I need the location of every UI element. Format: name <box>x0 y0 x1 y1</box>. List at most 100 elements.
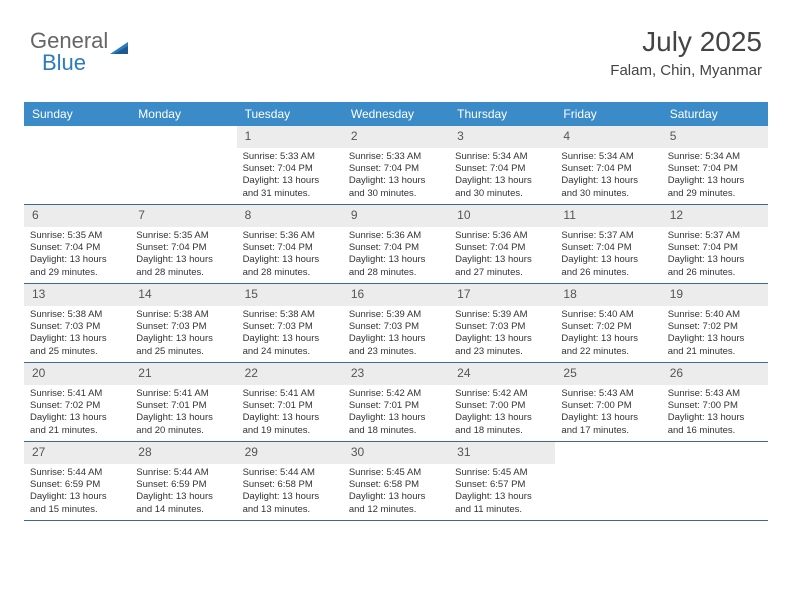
calendar-week: 27Sunrise: 5:44 AMSunset: 6:59 PMDayligh… <box>24 442 768 521</box>
calendar-day: 29Sunrise: 5:44 AMSunset: 6:58 PMDayligh… <box>237 442 343 520</box>
day-number: 30 <box>343 442 449 464</box>
day-info: Sunrise: 5:38 AMSunset: 7:03 PMDaylight:… <box>130 306 236 360</box>
day-info: Sunrise: 5:44 AMSunset: 6:59 PMDaylight:… <box>130 464 236 518</box>
day-number: 4 <box>555 126 661 148</box>
calendar-day: 28Sunrise: 5:44 AMSunset: 6:59 PMDayligh… <box>130 442 236 520</box>
calendar-empty-cell <box>24 126 130 204</box>
day-info: Sunrise: 5:44 AMSunset: 6:59 PMDaylight:… <box>24 464 130 518</box>
calendar-day: 13Sunrise: 5:38 AMSunset: 7:03 PMDayligh… <box>24 284 130 362</box>
day-number: 23 <box>343 363 449 385</box>
calendar-week: 6Sunrise: 5:35 AMSunset: 7:04 PMDaylight… <box>24 205 768 284</box>
calendar-day: 10Sunrise: 5:36 AMSunset: 7:04 PMDayligh… <box>449 205 555 283</box>
day-number: 16 <box>343 284 449 306</box>
day-info: Sunrise: 5:40 AMSunset: 7:02 PMDaylight:… <box>555 306 661 360</box>
calendar-day: 22Sunrise: 5:41 AMSunset: 7:01 PMDayligh… <box>237 363 343 441</box>
day-info: Sunrise: 5:42 AMSunset: 7:00 PMDaylight:… <box>449 385 555 439</box>
calendar-day: 1Sunrise: 5:33 AMSunset: 7:04 PMDaylight… <box>237 126 343 204</box>
calendar-day: 7Sunrise: 5:35 AMSunset: 7:04 PMDaylight… <box>130 205 236 283</box>
calendar-day: 3Sunrise: 5:34 AMSunset: 7:04 PMDaylight… <box>449 126 555 204</box>
day-number: 15 <box>237 284 343 306</box>
day-info: Sunrise: 5:34 AMSunset: 7:04 PMDaylight:… <box>662 148 768 202</box>
calendar-day: 19Sunrise: 5:40 AMSunset: 7:02 PMDayligh… <box>662 284 768 362</box>
day-info: Sunrise: 5:40 AMSunset: 7:02 PMDaylight:… <box>662 306 768 360</box>
calendar-empty-cell <box>662 442 768 520</box>
calendar-day: 25Sunrise: 5:43 AMSunset: 7:00 PMDayligh… <box>555 363 661 441</box>
day-info: Sunrise: 5:43 AMSunset: 7:00 PMDaylight:… <box>662 385 768 439</box>
calendar-day: 6Sunrise: 5:35 AMSunset: 7:04 PMDaylight… <box>24 205 130 283</box>
day-number: 27 <box>24 442 130 464</box>
header-right: July 2025 Falam, Chin, Myanmar <box>610 26 762 79</box>
calendar-day: 31Sunrise: 5:45 AMSunset: 6:57 PMDayligh… <box>449 442 555 520</box>
calendar-day: 30Sunrise: 5:45 AMSunset: 6:58 PMDayligh… <box>343 442 449 520</box>
brand-part2: Blue <box>42 50 86 76</box>
calendar-week: 1Sunrise: 5:33 AMSunset: 7:04 PMDaylight… <box>24 126 768 205</box>
dayname-saturday: Saturday <box>662 102 768 126</box>
day-info: Sunrise: 5:36 AMSunset: 7:04 PMDaylight:… <box>449 227 555 281</box>
day-info: Sunrise: 5:41 AMSunset: 7:02 PMDaylight:… <box>24 385 130 439</box>
day-number: 20 <box>24 363 130 385</box>
day-info: Sunrise: 5:44 AMSunset: 6:58 PMDaylight:… <box>237 464 343 518</box>
calendar-day: 15Sunrise: 5:38 AMSunset: 7:03 PMDayligh… <box>237 284 343 362</box>
day-info: Sunrise: 5:36 AMSunset: 7:04 PMDaylight:… <box>237 227 343 281</box>
day-number: 28 <box>130 442 236 464</box>
day-number: 1 <box>237 126 343 148</box>
day-number: 21 <box>130 363 236 385</box>
day-info: Sunrise: 5:39 AMSunset: 7:03 PMDaylight:… <box>343 306 449 360</box>
calendar-empty-cell <box>555 442 661 520</box>
day-number: 17 <box>449 284 555 306</box>
calendar-day: 2Sunrise: 5:33 AMSunset: 7:04 PMDaylight… <box>343 126 449 204</box>
calendar-day: 9Sunrise: 5:36 AMSunset: 7:04 PMDaylight… <box>343 205 449 283</box>
day-number: 2 <box>343 126 449 148</box>
day-info: Sunrise: 5:41 AMSunset: 7:01 PMDaylight:… <box>130 385 236 439</box>
day-number: 26 <box>662 363 768 385</box>
day-number: 22 <box>237 363 343 385</box>
day-info: Sunrise: 5:38 AMSunset: 7:03 PMDaylight:… <box>237 306 343 360</box>
day-number: 31 <box>449 442 555 464</box>
dayname-friday: Friday <box>555 102 661 126</box>
calendar-day: 12Sunrise: 5:37 AMSunset: 7:04 PMDayligh… <box>662 205 768 283</box>
calendar-week: 20Sunrise: 5:41 AMSunset: 7:02 PMDayligh… <box>24 363 768 442</box>
calendar-day: 11Sunrise: 5:37 AMSunset: 7:04 PMDayligh… <box>555 205 661 283</box>
day-number: 6 <box>24 205 130 227</box>
calendar-day: 21Sunrise: 5:41 AMSunset: 7:01 PMDayligh… <box>130 363 236 441</box>
day-info: Sunrise: 5:39 AMSunset: 7:03 PMDaylight:… <box>449 306 555 360</box>
calendar-day: 17Sunrise: 5:39 AMSunset: 7:03 PMDayligh… <box>449 284 555 362</box>
calendar-day: 24Sunrise: 5:42 AMSunset: 7:00 PMDayligh… <box>449 363 555 441</box>
day-info: Sunrise: 5:33 AMSunset: 7:04 PMDaylight:… <box>237 148 343 202</box>
day-number: 11 <box>555 205 661 227</box>
calendar-grid: Sunday Monday Tuesday Wednesday Thursday… <box>24 102 768 521</box>
location-text: Falam, Chin, Myanmar <box>610 62 762 79</box>
day-info: Sunrise: 5:45 AMSunset: 6:58 PMDaylight:… <box>343 464 449 518</box>
day-info: Sunrise: 5:33 AMSunset: 7:04 PMDaylight:… <box>343 148 449 202</box>
day-number: 10 <box>449 205 555 227</box>
calendar-empty-cell <box>130 126 236 204</box>
calendar-day: 8Sunrise: 5:36 AMSunset: 7:04 PMDaylight… <box>237 205 343 283</box>
dayname-row: Sunday Monday Tuesday Wednesday Thursday… <box>24 102 768 126</box>
day-number: 13 <box>24 284 130 306</box>
calendar-day: 4Sunrise: 5:34 AMSunset: 7:04 PMDaylight… <box>555 126 661 204</box>
calendar-week: 13Sunrise: 5:38 AMSunset: 7:03 PMDayligh… <box>24 284 768 363</box>
month-title: July 2025 <box>610 26 762 58</box>
day-number: 5 <box>662 126 768 148</box>
day-info: Sunrise: 5:35 AMSunset: 7:04 PMDaylight:… <box>24 227 130 281</box>
day-info: Sunrise: 5:34 AMSunset: 7:04 PMDaylight:… <box>449 148 555 202</box>
calendar-day: 18Sunrise: 5:40 AMSunset: 7:02 PMDayligh… <box>555 284 661 362</box>
day-number: 8 <box>237 205 343 227</box>
day-info: Sunrise: 5:35 AMSunset: 7:04 PMDaylight:… <box>130 227 236 281</box>
calendar-day: 23Sunrise: 5:42 AMSunset: 7:01 PMDayligh… <box>343 363 449 441</box>
day-number: 18 <box>555 284 661 306</box>
day-number: 25 <box>555 363 661 385</box>
dayname-sunday: Sunday <box>24 102 130 126</box>
day-number: 29 <box>237 442 343 464</box>
calendar-day: 14Sunrise: 5:38 AMSunset: 7:03 PMDayligh… <box>130 284 236 362</box>
day-info: Sunrise: 5:45 AMSunset: 6:57 PMDaylight:… <box>449 464 555 518</box>
day-info: Sunrise: 5:41 AMSunset: 7:01 PMDaylight:… <box>237 385 343 439</box>
day-number: 12 <box>662 205 768 227</box>
calendar-weeks: 1Sunrise: 5:33 AMSunset: 7:04 PMDaylight… <box>24 126 768 521</box>
day-info: Sunrise: 5:37 AMSunset: 7:04 PMDaylight:… <box>555 227 661 281</box>
day-number: 14 <box>130 284 236 306</box>
day-info: Sunrise: 5:37 AMSunset: 7:04 PMDaylight:… <box>662 227 768 281</box>
day-number: 9 <box>343 205 449 227</box>
dayname-thursday: Thursday <box>449 102 555 126</box>
brand-sail-icon <box>110 34 128 48</box>
